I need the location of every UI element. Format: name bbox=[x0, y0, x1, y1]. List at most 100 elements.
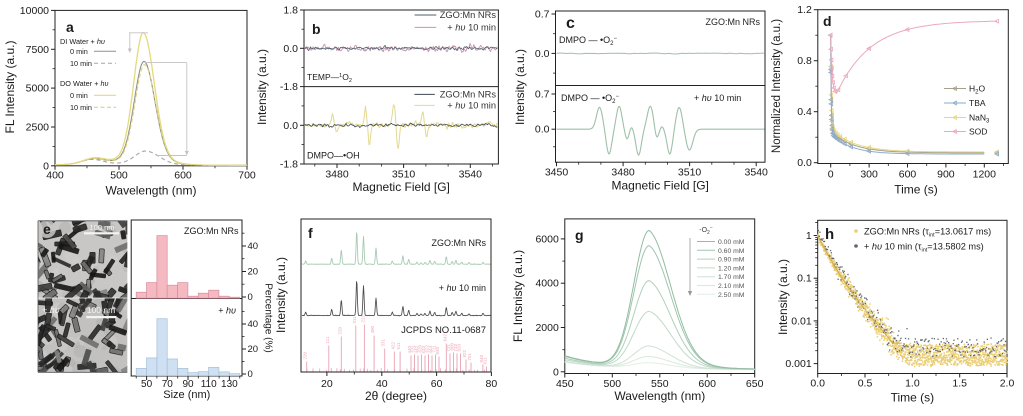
svg-text:444: 444 bbox=[428, 345, 433, 353]
svg-text:440: 440 bbox=[407, 345, 412, 353]
svg-text:c: c bbox=[566, 15, 575, 32]
svg-text:10000: 10000 bbox=[20, 5, 49, 17]
svg-text:6000: 6000 bbox=[535, 233, 559, 245]
svg-text:0.001: 0.001 bbox=[785, 358, 811, 370]
svg-text:400: 400 bbox=[370, 325, 375, 333]
svg-text:751: 751 bbox=[467, 352, 472, 360]
svg-text:222: 222 bbox=[360, 314, 365, 322]
svg-text:90: 90 bbox=[182, 379, 194, 390]
svg-text:3540: 3540 bbox=[745, 167, 769, 179]
svg-text:1.0: 1.0 bbox=[905, 378, 920, 390]
svg-text:+ hυ 10 min (τint=13.5802 ms): + hυ 10 min (τint=13.5802 ms) bbox=[864, 242, 984, 254]
svg-text:3510: 3510 bbox=[392, 169, 416, 181]
svg-text:NaN3: NaN3 bbox=[969, 113, 990, 125]
svg-text:0: 0 bbox=[248, 369, 253, 380]
svg-text:3540: 3540 bbox=[459, 169, 483, 181]
svg-text:100 nm: 100 nm bbox=[89, 223, 114, 232]
svg-text:+ hυ: + hυ bbox=[218, 306, 236, 316]
svg-text:0: 0 bbox=[248, 292, 253, 303]
svg-text:0: 0 bbox=[553, 366, 559, 378]
svg-text:5000: 5000 bbox=[26, 83, 50, 95]
svg-text:220: 220 bbox=[303, 351, 308, 359]
svg-text:-O2−: -O2− bbox=[699, 225, 713, 236]
svg-text:Magnetic Field [G]: Magnetic Field [G] bbox=[612, 179, 709, 193]
svg-text:0.1: 0.1 bbox=[797, 273, 812, 285]
svg-text:531: 531 bbox=[411, 344, 416, 352]
svg-text:0.0: 0.0 bbox=[810, 378, 825, 390]
svg-text:JCPDS NO.11-0687: JCPDS NO.11-0687 bbox=[401, 325, 486, 336]
svg-text:3480: 3480 bbox=[325, 169, 349, 181]
svg-text:FL Intsnisty (a.u.): FL Intsnisty (a.u.) bbox=[511, 250, 525, 342]
svg-text:1.8: 1.8 bbox=[283, 5, 298, 17]
svg-text:ZGO:Mn NRs: ZGO:Mn NRs bbox=[705, 17, 760, 27]
svg-text:0.00 mM: 0.00 mM bbox=[718, 239, 745, 246]
svg-text:911: 911 bbox=[483, 357, 488, 365]
svg-text:550: 550 bbox=[651, 378, 669, 390]
svg-text:+ hυ 10 min: + hυ 10 min bbox=[447, 101, 496, 111]
svg-text:3450: 3450 bbox=[545, 167, 569, 179]
svg-text:0.4: 0.4 bbox=[797, 106, 812, 118]
svg-text:Time (s): Time (s) bbox=[891, 391, 935, 405]
svg-text:DMPO — •O2−: DMPO — •O2− bbox=[559, 35, 618, 47]
svg-text:600: 600 bbox=[174, 170, 192, 182]
svg-text:40: 40 bbox=[376, 378, 388, 390]
svg-text:-1.8: -1.8 bbox=[280, 159, 298, 171]
svg-text:2000: 2000 bbox=[535, 322, 559, 334]
svg-text:0.0: 0.0 bbox=[797, 157, 812, 169]
svg-text:0.7: 0.7 bbox=[535, 9, 550, 21]
svg-text:0 min: 0 min bbox=[70, 91, 88, 100]
svg-text:40: 40 bbox=[248, 319, 259, 330]
svg-text:TEMP—1O2: TEMP—1O2 bbox=[307, 72, 352, 84]
svg-text:Intensity (a.u.): Intensity (a.u.) bbox=[776, 259, 790, 335]
svg-text:400: 400 bbox=[46, 170, 64, 182]
svg-text:500: 500 bbox=[604, 378, 622, 390]
svg-text:0.90 mM: 0.90 mM bbox=[718, 257, 745, 264]
svg-text:800: 800 bbox=[450, 342, 455, 350]
svg-text:1.70 mM: 1.70 mM bbox=[718, 274, 745, 281]
svg-text:-1.8: -1.8 bbox=[280, 81, 298, 93]
svg-text:+ hυ 10 min: + hυ 10 min bbox=[439, 283, 486, 293]
svg-text:700: 700 bbox=[238, 170, 256, 182]
svg-text:Intensity (a.u.): Intensity (a.u.) bbox=[274, 257, 288, 333]
svg-text:0.7: 0.7 bbox=[535, 89, 550, 101]
svg-text:1.20 mM: 1.20 mM bbox=[718, 265, 745, 272]
svg-text:442: 442 bbox=[414, 345, 419, 353]
svg-text:820: 820 bbox=[457, 343, 462, 351]
svg-text:DMPO — •O2−: DMPO — •O2− bbox=[561, 93, 620, 105]
svg-text:600: 600 bbox=[698, 378, 716, 390]
svg-text:533: 533 bbox=[421, 345, 426, 353]
svg-text:2θ (degree): 2θ (degree) bbox=[365, 389, 427, 403]
svg-text:3480: 3480 bbox=[611, 167, 635, 179]
svg-text:3510: 3510 bbox=[678, 167, 702, 179]
svg-text:100 nm: 100 nm bbox=[87, 305, 115, 315]
svg-text:0.0: 0.0 bbox=[535, 48, 550, 60]
svg-text:70: 70 bbox=[162, 379, 174, 390]
svg-text:a: a bbox=[66, 19, 74, 35]
svg-text:ZGO:Mn NRs (τint=13.0617 ms): ZGO:Mn NRs (τint=13.0617 ms) bbox=[864, 227, 991, 239]
svg-text:20: 20 bbox=[248, 344, 259, 355]
svg-text:511: 511 bbox=[396, 342, 401, 350]
svg-text:300: 300 bbox=[860, 169, 878, 181]
svg-text:SOD: SOD bbox=[969, 127, 987, 137]
svg-text:900: 900 bbox=[937, 169, 955, 181]
svg-text:10 min: 10 min bbox=[70, 103, 92, 112]
svg-text:Intensity (a.u.): Intensity (a.u.) bbox=[255, 49, 269, 125]
svg-text:111: 111 bbox=[325, 336, 330, 343]
svg-text:DMPO—•OH: DMPO—•OH bbox=[307, 151, 360, 161]
svg-text:0.0: 0.0 bbox=[283, 120, 298, 132]
svg-text:4000: 4000 bbox=[535, 278, 559, 290]
svg-text:ZGO:Mn NRs: ZGO:Mn NRs bbox=[431, 238, 486, 248]
svg-text:+ hυ 10 min: + hυ 10 min bbox=[447, 23, 496, 33]
svg-text:20: 20 bbox=[248, 267, 259, 278]
svg-text:840: 840 bbox=[479, 354, 484, 362]
svg-text:1.5: 1.5 bbox=[952, 378, 967, 390]
svg-text:50: 50 bbox=[141, 379, 153, 390]
svg-text:Intensity (a.u.): Intensity (a.u.) bbox=[513, 49, 527, 125]
svg-text:2500: 2500 bbox=[26, 122, 50, 134]
svg-text:ZGO:Mn NRs: ZGO:Mn NRs bbox=[184, 226, 239, 236]
svg-text:Magnetic Field [G]: Magnetic Field [G] bbox=[353, 180, 450, 194]
svg-text:10 min: 10 min bbox=[70, 59, 92, 68]
svg-text:7500: 7500 bbox=[26, 44, 50, 56]
svg-text:0: 0 bbox=[828, 169, 834, 181]
svg-text:h: h bbox=[825, 226, 834, 243]
